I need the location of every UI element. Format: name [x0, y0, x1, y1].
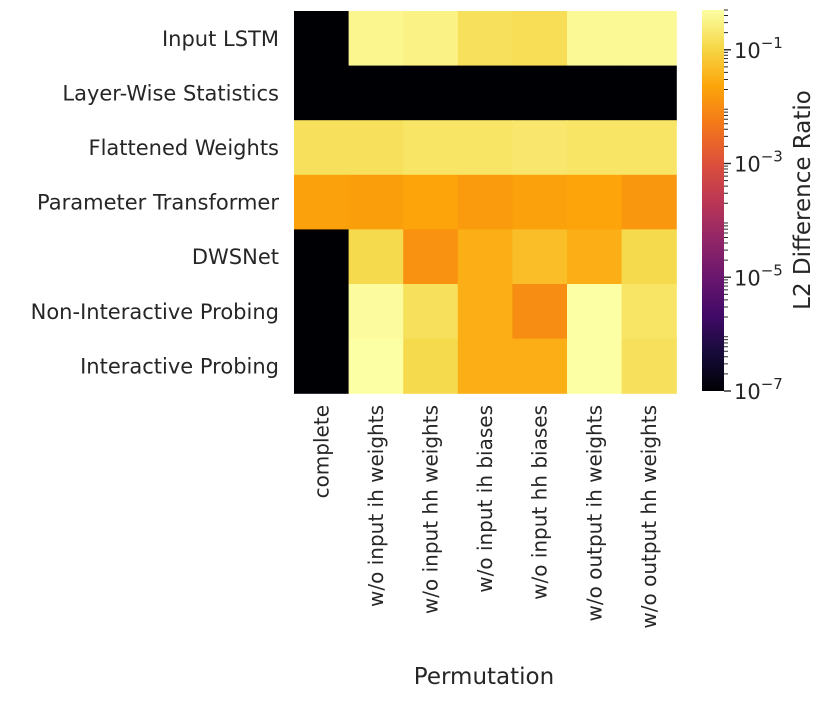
heatmap-cell-input-lstm-w-o-input-hh-weights	[403, 11, 459, 67]
row-label-interactive-probing: Interactive Probing	[80, 354, 279, 378]
row-label-flattened-weights: Flattened Weights	[88, 136, 279, 160]
heatmap-cell-layer-wise-statistics-w-o-input-hh-weights	[403, 65, 459, 121]
colorbar: 10−7 10−5 10−3 10−1 L2 Difference Ratio	[702, 9, 816, 404]
heatmap-cell-non-interactive-probing-w-o-output-ih-weights	[567, 284, 623, 340]
heatmap-cell-interactive-probing-w-o-input-ih-biases	[457, 338, 513, 394]
row-label-input-lstm: Input LSTM	[162, 27, 279, 51]
heatmap-cell-input-lstm-w-o-output-ih-weights	[567, 11, 623, 67]
heatmap-cell-non-interactive-probing-w-o-input-ih-biases	[457, 284, 513, 340]
heatmap-cell-flattened-weights-w-o-input-ih-weights	[348, 120, 404, 176]
heatmap-cell-input-lstm-w-o-input-hh-biases	[512, 11, 568, 67]
heatmap-cell-flattened-weights-complete	[294, 120, 350, 176]
heatmap-cell-dwsnet-w-o-input-hh-weights	[403, 229, 459, 285]
row-labels: Input LSTM Layer-Wise Statistics Flattened…	[31, 27, 280, 379]
heatmap-cell-parameter-transformer-complete	[294, 174, 350, 230]
heatmap-cell-non-interactive-probing-complete	[294, 284, 350, 340]
heatmap-cells	[294, 11, 677, 394]
heatmap-cell-layer-wise-statistics-w-o-input-hh-biases	[512, 65, 568, 121]
column-label-w-o-input-hh-weights: w/o input hh weights	[419, 405, 443, 614]
heatmap-cell-dwsnet-w-o-output-ih-weights	[567, 229, 623, 285]
colorbar-gradient	[702, 10, 724, 391]
column-label-w-o-input-ih-biases: w/o input ih biases	[473, 405, 497, 593]
colorbar-tick-label: 10−3	[734, 148, 783, 177]
heatmap-cell-dwsnet-complete	[294, 229, 350, 285]
heatmap-cell-input-lstm-w-o-input-ih-weights	[348, 11, 404, 67]
heatmap-cell-input-lstm-w-o-output-hh-weights	[621, 11, 677, 67]
heatmap-cell-interactive-probing-w-o-output-hh-weights	[621, 338, 677, 394]
colorbar-major-ticks: 10−7 10−5 10−3 10−1	[724, 34, 783, 404]
heatmap-cell-layer-wise-statistics-w-o-output-ih-weights	[567, 65, 623, 121]
colorbar-tick-label: 10−1	[734, 34, 783, 63]
row-label-non-interactive-probing: Non-Interactive Probing	[31, 300, 279, 324]
heatmap-cell-layer-wise-statistics-complete	[294, 65, 350, 121]
colorbar-minor-ticks	[724, 9, 728, 375]
row-label-dwsnet: DWSNet	[192, 245, 279, 269]
heatmap-cell-flattened-weights-w-o-output-ih-weights	[567, 120, 623, 176]
row-label-parameter-transformer: Parameter Transformer	[37, 191, 279, 215]
heatmap-cell-interactive-probing-complete	[294, 338, 350, 394]
column-label-complete: complete	[309, 405, 333, 498]
column-label-w-o-input-hh-biases: w/o input hh biases	[528, 405, 552, 600]
heatmap-cell-interactive-probing-w-o-input-hh-biases	[512, 338, 568, 394]
heatmap-cell-layer-wise-statistics-w-o-input-ih-biases	[457, 65, 513, 121]
heatmap-cell-interactive-probing-w-o-output-ih-weights	[567, 338, 623, 394]
column-label-w-o-input-ih-weights: w/o input ih weights	[364, 405, 388, 607]
heatmap-cell-flattened-weights-w-o-input-hh-biases	[512, 120, 568, 176]
colorbar-tick-label: 10−7	[734, 375, 783, 404]
heatmap-cell-parameter-transformer-w-o-output-hh-weights	[621, 174, 677, 230]
heatmap-cell-interactive-probing-w-o-input-hh-weights	[403, 338, 459, 394]
x-axis-title: Permutation	[414, 664, 554, 690]
heatmap-cell-dwsnet-w-o-input-ih-biases	[457, 229, 513, 285]
heatmap-cell-flattened-weights-w-o-input-hh-weights	[403, 120, 459, 176]
heatmap-cell-input-lstm-w-o-input-ih-biases	[457, 11, 513, 67]
heatmap-cell-non-interactive-probing-w-o-input-ih-weights	[348, 284, 404, 340]
heatmap-cell-non-interactive-probing-w-o-output-hh-weights	[621, 284, 677, 340]
heatmap-cell-input-lstm-complete	[294, 11, 350, 67]
heatmap-cell-parameter-transformer-w-o-input-hh-weights	[403, 174, 459, 230]
heatmap-cell-flattened-weights-w-o-input-ih-biases	[457, 120, 513, 176]
heatmap-cell-parameter-transformer-w-o-output-ih-weights	[567, 174, 623, 230]
heatmap-cell-dwsnet-w-o-output-hh-weights	[621, 229, 677, 285]
heatmap-cell-dwsnet-w-o-input-ih-weights	[348, 229, 404, 285]
colorbar-title: L2 Difference Ratio	[790, 90, 816, 310]
column-labels: complete w/o input ih weights w/o input hh…	[309, 405, 661, 629]
heatmap-cell-flattened-weights-w-o-output-hh-weights	[621, 120, 677, 176]
column-label-w-o-output-ih-weights: w/o output ih weights	[582, 405, 606, 621]
heatmap-cell-parameter-transformer-w-o-input-ih-biases	[457, 174, 513, 230]
colorbar-tick-label: 10−5	[734, 261, 783, 290]
heatmap-cell-non-interactive-probing-w-o-input-hh-biases	[512, 284, 568, 340]
heatmap-cell-non-interactive-probing-w-o-input-hh-weights	[403, 284, 459, 340]
heatmap-cell-parameter-transformer-w-o-input-ih-weights	[348, 174, 404, 230]
row-label-layer-wise-statistics: Layer-Wise Statistics	[62, 81, 279, 105]
column-label-w-o-output-hh-weights: w/o output hh weights	[637, 405, 661, 629]
heatmap-cell-layer-wise-statistics-w-o-input-ih-weights	[348, 65, 404, 121]
heatmap-cell-interactive-probing-w-o-input-ih-weights	[348, 338, 404, 394]
heatmap-cell-layer-wise-statistics-w-o-output-hh-weights	[621, 65, 677, 121]
heatmap-cell-dwsnet-w-o-input-hh-biases	[512, 229, 568, 285]
heatmap-cell-parameter-transformer-w-o-input-hh-biases	[512, 174, 568, 230]
